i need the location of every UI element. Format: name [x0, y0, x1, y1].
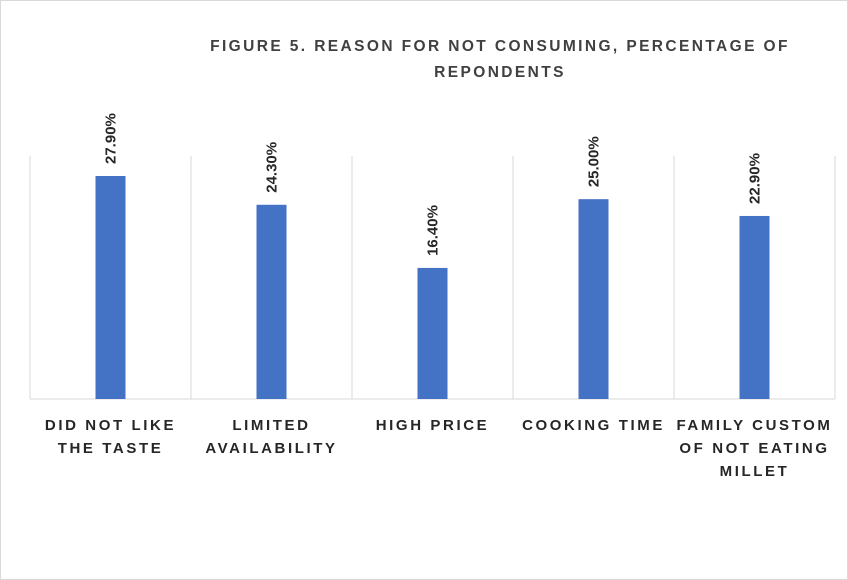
data-label: 22.90%: [747, 153, 764, 204]
category-label: COOKING TIME: [522, 417, 665, 434]
data-label: 24.30%: [264, 142, 281, 193]
category-label: LIMITED AVAILABILITY: [205, 417, 338, 457]
category-label: HIGH PRICE: [375, 417, 490, 434]
bar: [95, 176, 126, 399]
category-label: DID NOT LIKE THE TASTE: [44, 417, 177, 457]
chart-title: FIGURE 5. REASON FOR NOT CONSUMING, PERC…: [210, 38, 790, 81]
data-label: 25.00%: [586, 136, 603, 187]
data-label: 16.40%: [425, 205, 442, 256]
bar: [578, 199, 609, 399]
bar: [256, 204, 287, 399]
bar: [417, 267, 448, 399]
bar: [739, 215, 770, 399]
data-label: 27.90%: [103, 113, 120, 164]
category-label: FAMILY CUSTOM OF NOT EATING MILLET: [676, 417, 833, 480]
